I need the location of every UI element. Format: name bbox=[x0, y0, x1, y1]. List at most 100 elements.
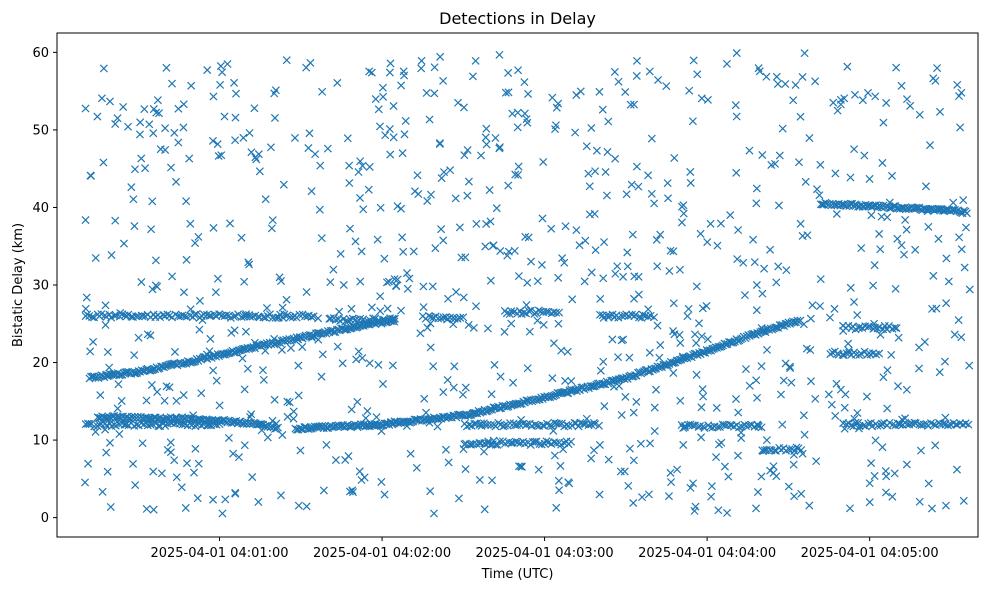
data-point bbox=[881, 467, 890, 476]
data-point bbox=[892, 324, 901, 333]
data-point bbox=[927, 504, 937, 513]
data-point bbox=[205, 347, 214, 356]
data-point bbox=[162, 63, 171, 72]
data-point bbox=[294, 391, 303, 400]
data-point bbox=[840, 94, 849, 103]
x-axis-ticks: 2025-04-01 04:01:00 2025-04-01 04:02:00 20… bbox=[150, 537, 939, 561]
data-point bbox=[364, 317, 373, 326]
data-point bbox=[296, 446, 305, 455]
data-point bbox=[679, 201, 688, 210]
data-point bbox=[892, 63, 901, 72]
data-point bbox=[270, 395, 279, 404]
y-axis-title: Bistatic Delay (km) bbox=[11, 223, 26, 347]
data-point bbox=[551, 121, 560, 130]
data-point bbox=[88, 313, 97, 322]
data-point bbox=[617, 312, 627, 321]
data-point bbox=[634, 272, 643, 281]
data-point bbox=[929, 271, 938, 280]
data-point bbox=[567, 385, 576, 394]
data-point bbox=[182, 255, 191, 264]
data-point bbox=[897, 241, 906, 250]
data-point bbox=[651, 385, 661, 394]
data-point bbox=[688, 421, 697, 430]
data-point bbox=[684, 352, 693, 361]
data-point bbox=[464, 177, 473, 186]
data-point bbox=[752, 376, 761, 385]
data-point bbox=[358, 161, 367, 170]
data-point bbox=[840, 403, 849, 412]
data-point bbox=[215, 401, 224, 410]
data-point bbox=[258, 366, 267, 375]
data-point bbox=[257, 426, 266, 435]
data-point bbox=[585, 210, 594, 219]
data-point bbox=[875, 229, 884, 238]
data-point bbox=[846, 283, 855, 292]
data-point bbox=[650, 199, 659, 208]
data-point bbox=[386, 59, 395, 68]
data-point bbox=[511, 170, 520, 179]
data-point bbox=[471, 56, 480, 65]
data-point bbox=[794, 158, 804, 167]
data-point bbox=[805, 134, 814, 143]
data-point bbox=[556, 461, 565, 470]
data-point bbox=[568, 295, 577, 304]
data-point bbox=[510, 246, 519, 255]
data-point bbox=[463, 191, 472, 200]
data-point bbox=[548, 93, 557, 102]
data-point bbox=[409, 247, 418, 256]
data-point bbox=[209, 92, 218, 101]
data-point bbox=[179, 100, 188, 109]
data-point bbox=[824, 390, 833, 399]
data-point bbox=[611, 154, 620, 163]
data-point bbox=[613, 262, 622, 271]
data-point bbox=[664, 194, 673, 203]
data-point bbox=[153, 387, 162, 396]
data-point bbox=[302, 287, 311, 297]
data-point bbox=[864, 419, 873, 428]
data-point bbox=[656, 230, 665, 239]
data-point bbox=[796, 219, 805, 228]
data-point bbox=[787, 378, 796, 387]
data-point bbox=[461, 383, 470, 392]
data-point bbox=[524, 233, 533, 242]
data-point bbox=[229, 417, 238, 426]
data-point bbox=[241, 327, 250, 336]
data-point bbox=[274, 313, 283, 322]
data-point bbox=[265, 310, 275, 319]
data-point bbox=[364, 185, 373, 194]
data-point bbox=[893, 382, 903, 391]
data-point bbox=[266, 143, 275, 152]
data-point bbox=[231, 488, 240, 497]
data-point bbox=[426, 487, 435, 496]
data-point bbox=[464, 320, 473, 329]
data-point bbox=[436, 52, 445, 61]
data-point bbox=[552, 103, 561, 112]
data-point bbox=[428, 282, 437, 291]
data-point bbox=[420, 394, 429, 403]
data-point bbox=[944, 277, 953, 286]
data-point bbox=[145, 120, 154, 129]
data-point bbox=[676, 396, 685, 405]
data-point bbox=[345, 161, 354, 170]
data-point bbox=[353, 397, 362, 406]
data-point bbox=[93, 112, 102, 121]
data-point bbox=[360, 473, 369, 482]
data-point bbox=[124, 122, 133, 131]
data-point bbox=[956, 123, 965, 132]
data-point bbox=[614, 381, 624, 391]
data-point bbox=[335, 307, 344, 316]
data-point bbox=[397, 204, 406, 213]
data-point bbox=[306, 424, 315, 433]
chart-title: Detections in Delay bbox=[439, 9, 596, 28]
data-point bbox=[89, 337, 98, 346]
data-point bbox=[101, 425, 110, 434]
data-point bbox=[677, 218, 686, 227]
data-point bbox=[555, 389, 564, 398]
data-point bbox=[867, 211, 876, 220]
data-point bbox=[600, 402, 609, 411]
data-point bbox=[542, 307, 551, 316]
data-point bbox=[712, 453, 721, 462]
data-point bbox=[888, 492, 897, 501]
data-point bbox=[839, 326, 848, 335]
data-point bbox=[191, 239, 200, 248]
